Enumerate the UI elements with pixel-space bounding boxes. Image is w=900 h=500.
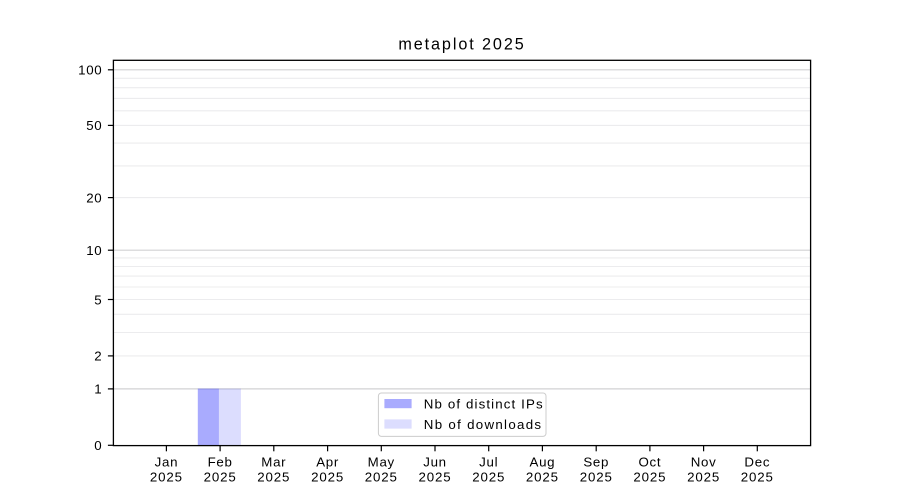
svg-text:Oct: Oct: [639, 454, 662, 469]
svg-text:2025: 2025: [150, 469, 183, 484]
svg-text:metaplot 2025: metaplot 2025: [398, 35, 525, 53]
svg-text:2025: 2025: [472, 469, 505, 484]
svg-text:5: 5: [94, 292, 102, 307]
svg-text:1: 1: [94, 382, 102, 397]
svg-text:20: 20: [86, 190, 102, 205]
svg-text:2: 2: [94, 349, 102, 364]
svg-text:Mar: Mar: [261, 454, 286, 469]
svg-text:2025: 2025: [419, 469, 452, 484]
svg-text:2025: 2025: [741, 469, 774, 484]
svg-text:2025: 2025: [204, 469, 237, 484]
svg-text:10: 10: [86, 243, 102, 258]
svg-text:2025: 2025: [580, 469, 613, 484]
svg-text:100: 100: [78, 63, 102, 78]
svg-text:2025: 2025: [526, 469, 559, 484]
svg-text:2025: 2025: [687, 469, 720, 484]
svg-text:2025: 2025: [311, 469, 344, 484]
svg-text:Dec: Dec: [744, 454, 770, 469]
svg-text:50: 50: [86, 118, 102, 133]
svg-text:Jan: Jan: [155, 454, 179, 469]
svg-text:Aug: Aug: [530, 454, 556, 469]
svg-text:Jul: Jul: [479, 454, 498, 469]
svg-text:2025: 2025: [257, 469, 290, 484]
svg-text:2025: 2025: [365, 469, 398, 484]
svg-text:Apr: Apr: [316, 454, 339, 469]
svg-text:Nb of distinct IPs: Nb of distinct IPs: [424, 396, 544, 411]
svg-text:Nb of downloads: Nb of downloads: [424, 417, 543, 432]
svg-text:May: May: [368, 454, 395, 469]
svg-text:0: 0: [94, 438, 102, 453]
svg-text:2025: 2025: [633, 469, 666, 484]
svg-text:Nov: Nov: [691, 454, 717, 469]
svg-text:Jun: Jun: [423, 454, 447, 469]
svg-text:Sep: Sep: [583, 454, 609, 469]
svg-text:Feb: Feb: [208, 454, 233, 469]
